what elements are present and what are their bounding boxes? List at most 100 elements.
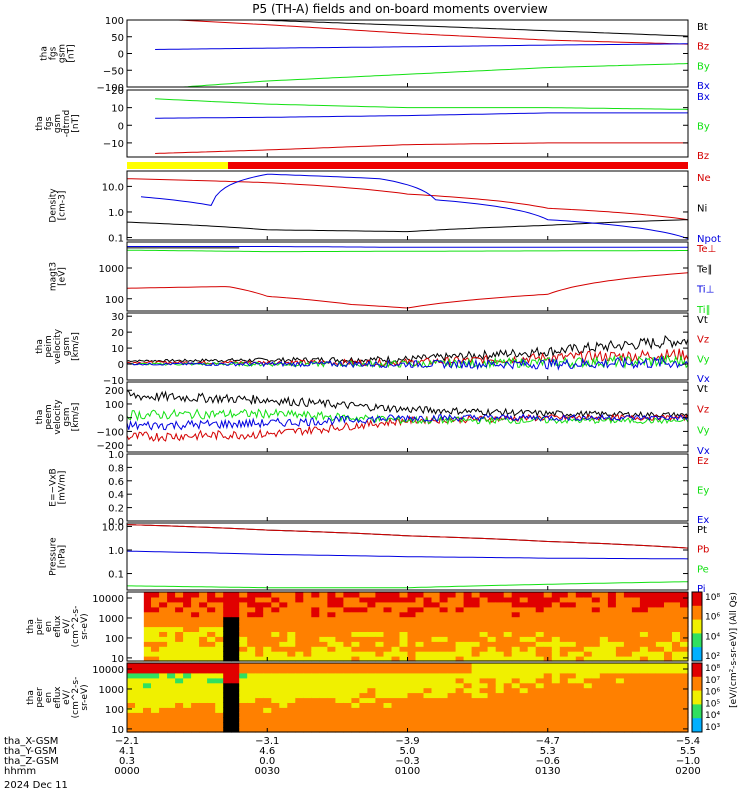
colorbar-step xyxy=(692,683,702,688)
heatmap-cell xyxy=(591,621,601,628)
heatmap-cell xyxy=(335,727,344,733)
heatmap-cell xyxy=(247,592,256,598)
heatmap-cell xyxy=(319,611,328,618)
heatmap-cell xyxy=(351,727,360,733)
heatmap-cell xyxy=(471,596,481,603)
heatmap-cell xyxy=(607,606,617,613)
colorbar-step xyxy=(692,694,702,698)
heatmap-cell xyxy=(647,692,657,699)
heatmap-cell xyxy=(487,663,497,669)
heatmap-cell xyxy=(159,667,168,674)
heatmap-cell xyxy=(471,656,481,662)
heatmap-cell xyxy=(479,592,489,598)
heatmap-cell xyxy=(391,663,401,669)
heatmap-cell xyxy=(263,692,272,699)
heatmap-cell xyxy=(503,636,513,642)
heatmap-cell xyxy=(295,646,304,652)
heatmap-cell xyxy=(311,621,320,628)
heatmap-cell xyxy=(655,626,665,632)
heatmap-cell xyxy=(239,667,248,674)
heatmap-cell xyxy=(664,697,673,703)
heatmap-cell xyxy=(447,611,457,618)
heatmap-cell xyxy=(151,712,160,718)
heatmap-cell xyxy=(519,636,529,642)
heatmap-cell xyxy=(415,663,425,669)
heatmap-cell xyxy=(655,656,665,662)
heatmap-cell xyxy=(295,692,304,699)
heatmap-cell xyxy=(263,626,272,632)
heatmap-cell xyxy=(415,601,425,608)
heatmap-cell xyxy=(631,722,641,728)
heatmap-cell xyxy=(279,601,288,608)
heatmap-cell xyxy=(407,682,417,689)
heatmap-cell xyxy=(664,626,673,632)
heatmap-cell xyxy=(407,717,417,723)
heatmap-cell xyxy=(303,656,312,662)
heatmap-cell xyxy=(343,717,352,723)
heatmap-cell xyxy=(607,592,617,598)
heatmap-cell xyxy=(159,611,168,618)
heatmap-cell xyxy=(159,646,168,652)
xaxis-row-value: 5.5 xyxy=(680,746,696,757)
heatmap-cell xyxy=(415,717,425,723)
heatmap-cell xyxy=(447,596,457,603)
heatmap-cell xyxy=(583,601,593,608)
heatmap-cell xyxy=(551,663,561,669)
heatmap-cell xyxy=(239,631,248,637)
heatmap-cell xyxy=(167,707,176,713)
heatmap-cell xyxy=(631,712,641,718)
heatmap-cell xyxy=(127,672,136,679)
heatmap-cell xyxy=(311,692,320,699)
colorbar-step xyxy=(692,687,702,692)
heatmap-cell xyxy=(279,656,288,662)
heatmap-cell xyxy=(207,601,216,608)
heatmap-cell xyxy=(335,596,344,603)
heatmap-cell xyxy=(647,596,657,603)
heatmap-cell xyxy=(415,611,425,618)
heatmap-cell xyxy=(159,687,168,694)
heatmap-cell xyxy=(303,651,312,657)
heatmap-cell xyxy=(135,672,144,679)
heatmap-cell xyxy=(551,707,561,713)
heatmap-cell xyxy=(207,636,216,642)
xaxis-row-value: 0030 xyxy=(255,766,280,777)
heatmap-cell xyxy=(375,592,384,598)
heatmap-cell xyxy=(447,606,457,613)
heatmap-cell xyxy=(143,601,152,608)
y-axis-label: tha xyxy=(35,339,45,354)
heatmap-cell xyxy=(183,702,192,708)
heatmap-cell xyxy=(287,707,296,713)
heatmap-cell xyxy=(247,712,256,718)
heatmap-cell xyxy=(527,646,537,652)
y-axis-label: fgs xyxy=(44,116,54,130)
heatmap-cell xyxy=(551,677,561,684)
heatmap-cell xyxy=(543,692,553,699)
heatmap-cell xyxy=(263,672,272,679)
heatmap-cell xyxy=(359,722,368,728)
heatmap-cell xyxy=(247,717,256,723)
heatmap-cell xyxy=(591,651,601,657)
y-axis-label: gsm xyxy=(58,44,68,63)
heatmap-cell xyxy=(175,601,184,608)
heatmap-cell xyxy=(215,601,224,608)
heatmap-cell xyxy=(255,596,264,603)
heatmap-cell xyxy=(279,606,288,613)
heatmap-cell xyxy=(415,592,425,598)
heatmap-cell xyxy=(615,707,625,713)
heatmap-cell xyxy=(159,592,168,598)
heatmap-cell xyxy=(391,641,401,647)
heatmap-cell xyxy=(479,596,489,603)
heatmap-cell xyxy=(647,592,657,598)
heatmap-cell xyxy=(151,697,160,703)
heatmap-cell xyxy=(327,672,336,679)
heatmap-cell xyxy=(311,631,320,637)
y-axis-label: [eV] xyxy=(58,267,68,286)
heatmap-cell xyxy=(535,596,545,603)
xaxis-row-label: hhmm xyxy=(4,766,36,777)
heatmap-cell xyxy=(271,611,280,618)
heatmap-cell xyxy=(431,656,441,662)
heatmap-cell xyxy=(615,697,625,703)
heatmap-cell xyxy=(215,697,224,703)
heatmap-cell xyxy=(615,636,625,642)
heatmap-cell xyxy=(647,626,657,632)
